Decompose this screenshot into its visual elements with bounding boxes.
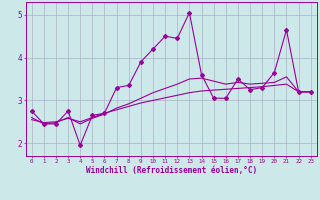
X-axis label: Windchill (Refroidissement éolien,°C): Windchill (Refroidissement éolien,°C) [86, 166, 257, 175]
